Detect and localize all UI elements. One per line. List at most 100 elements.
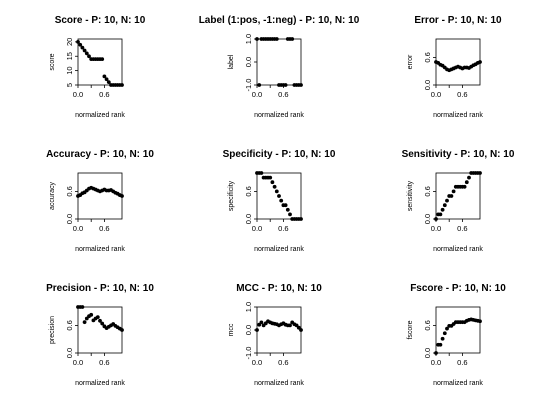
panel-title: Specificity - P: 10, N: 10 <box>223 149 336 160</box>
data-point <box>89 312 94 317</box>
y-tick-label: 10 <box>65 66 74 74</box>
data-point <box>95 315 100 320</box>
data-point <box>98 318 102 323</box>
plot-frame <box>256 306 302 354</box>
plot-frame <box>435 172 481 220</box>
x-axis-label: normalized rank <box>433 112 483 119</box>
data-point <box>120 328 124 332</box>
x-tick-label: 0.0 <box>431 358 441 367</box>
data-point <box>102 74 107 79</box>
data-point <box>285 207 290 212</box>
data-point <box>299 83 303 87</box>
x-tick-label: 0.0 <box>73 90 83 99</box>
x-tick-label: 0.0 <box>252 358 262 367</box>
y-tick-label: 0.0 <box>244 214 253 224</box>
panel-title: Accuracy - P: 10, N: 10 <box>46 149 154 160</box>
data-point <box>78 42 83 47</box>
y-tick-label: 0.0 <box>65 214 74 224</box>
y-axis-label: score <box>49 53 56 70</box>
x-tick-label: 0.6 <box>278 90 288 99</box>
x-axis-label: normalized rank <box>254 112 304 119</box>
y-tick-label: 0.6 <box>244 186 253 196</box>
y-tick-label: 15 <box>65 52 74 60</box>
data-point <box>87 54 91 59</box>
data-point <box>283 203 288 208</box>
data-point <box>288 323 292 328</box>
data-point <box>462 184 467 189</box>
panel-title: Label (1:pos, -1:neg) - P: 10, N: 10 <box>199 15 360 26</box>
data-point <box>464 180 469 185</box>
data-point <box>434 217 438 221</box>
data-point <box>434 351 438 355</box>
y-tick-label: 0.0 <box>423 214 432 224</box>
data-point <box>438 212 443 217</box>
x-tick-label: 0.0 <box>431 90 441 99</box>
data-point <box>440 336 445 341</box>
panel-9: Fscore - P: 10, N: 10 0.0 0.6 0.0 0.6 normali… <box>407 283 506 387</box>
data-point <box>451 189 456 194</box>
x-axis-label: normalized rank <box>75 246 125 253</box>
x-axis-label: normalized rank <box>254 380 304 387</box>
data-point <box>442 331 447 336</box>
panel-7: Precision - P: 10, N: 10 0.0 0.6 0.0 0.6 norm… <box>46 283 154 387</box>
data-point <box>290 37 295 41</box>
x-tick-label: 0.6 <box>99 358 109 367</box>
x-tick-label: 0.6 <box>99 90 109 99</box>
y-axis-label: specificity <box>228 180 235 211</box>
x-tick-label: 0.0 <box>73 224 83 233</box>
data-point <box>299 217 303 221</box>
y-tick-label: 0.6 <box>65 186 74 196</box>
panel-4: Accuracy - P: 10, N: 10 0.0 0.6 0.0 0.6 norma… <box>46 149 154 253</box>
data-point <box>80 305 85 309</box>
x-axis-label: normalized rank <box>433 380 483 387</box>
data-point <box>84 51 89 56</box>
data-point <box>120 83 124 87</box>
data-point <box>467 175 471 180</box>
x-tick-label: 0.6 <box>278 358 288 367</box>
data-point <box>478 60 482 64</box>
data-point <box>82 48 87 53</box>
panel-2: Label (1:pos, -1:neg) - P: 10, N: 10 0.0 0… <box>199 15 360 119</box>
data-point <box>478 319 482 324</box>
data-point <box>106 80 111 85</box>
data-point <box>478 171 482 175</box>
plot-frame <box>256 38 302 86</box>
data-point <box>268 175 273 180</box>
plot-frame <box>77 38 123 86</box>
plot-frame <box>77 172 123 220</box>
panel-title: Precision - P: 10, N: 10 <box>46 283 154 294</box>
y-axis-label: mcc <box>228 323 235 336</box>
plot-frame <box>435 38 481 86</box>
y-tick-label: 0.6 <box>65 320 74 330</box>
data-point <box>104 77 109 82</box>
y-tick-label: 0.6 <box>423 320 432 330</box>
y-axis-label: label <box>228 54 235 69</box>
data-point <box>277 194 281 198</box>
y-tick-label: 0.0 <box>423 348 432 358</box>
y-axis-label: precision <box>49 316 56 344</box>
data-point <box>255 328 259 332</box>
data-point <box>299 328 303 332</box>
y-axis-label: error <box>407 54 414 69</box>
x-tick-label: 0.0 <box>252 224 262 233</box>
panel-title: Sensitivity - P: 10, N: 10 <box>402 149 515 160</box>
data-point <box>259 171 264 175</box>
data-point <box>445 198 449 203</box>
panel-title: MCC - P: 10, N: 10 <box>236 283 322 294</box>
y-tick-label: 0.6 <box>423 186 432 196</box>
y-tick-label: -1.0 <box>244 79 253 92</box>
data-point <box>270 180 275 185</box>
x-tick-label: 0.6 <box>457 90 467 99</box>
y-tick-label: 1.0 <box>244 34 253 44</box>
panel-8: MCC - P: 10, N: 100.0 0.6-1.00.01.0normal… <box>228 283 322 387</box>
panel-1: Score - P: 10, N: 10 0.0 0.6 5 10 15 20 normali… <box>49 15 146 119</box>
y-axis-label: accuracy <box>49 181 56 210</box>
y-tick-label: 20 <box>65 38 74 46</box>
x-tick-label: 0.0 <box>252 90 262 99</box>
data-point <box>445 326 449 331</box>
data-point <box>288 212 292 217</box>
y-axis-label: fscore <box>407 320 414 339</box>
panel-title: Error - P: 10, N: 10 <box>414 15 502 26</box>
data-point <box>279 198 284 203</box>
